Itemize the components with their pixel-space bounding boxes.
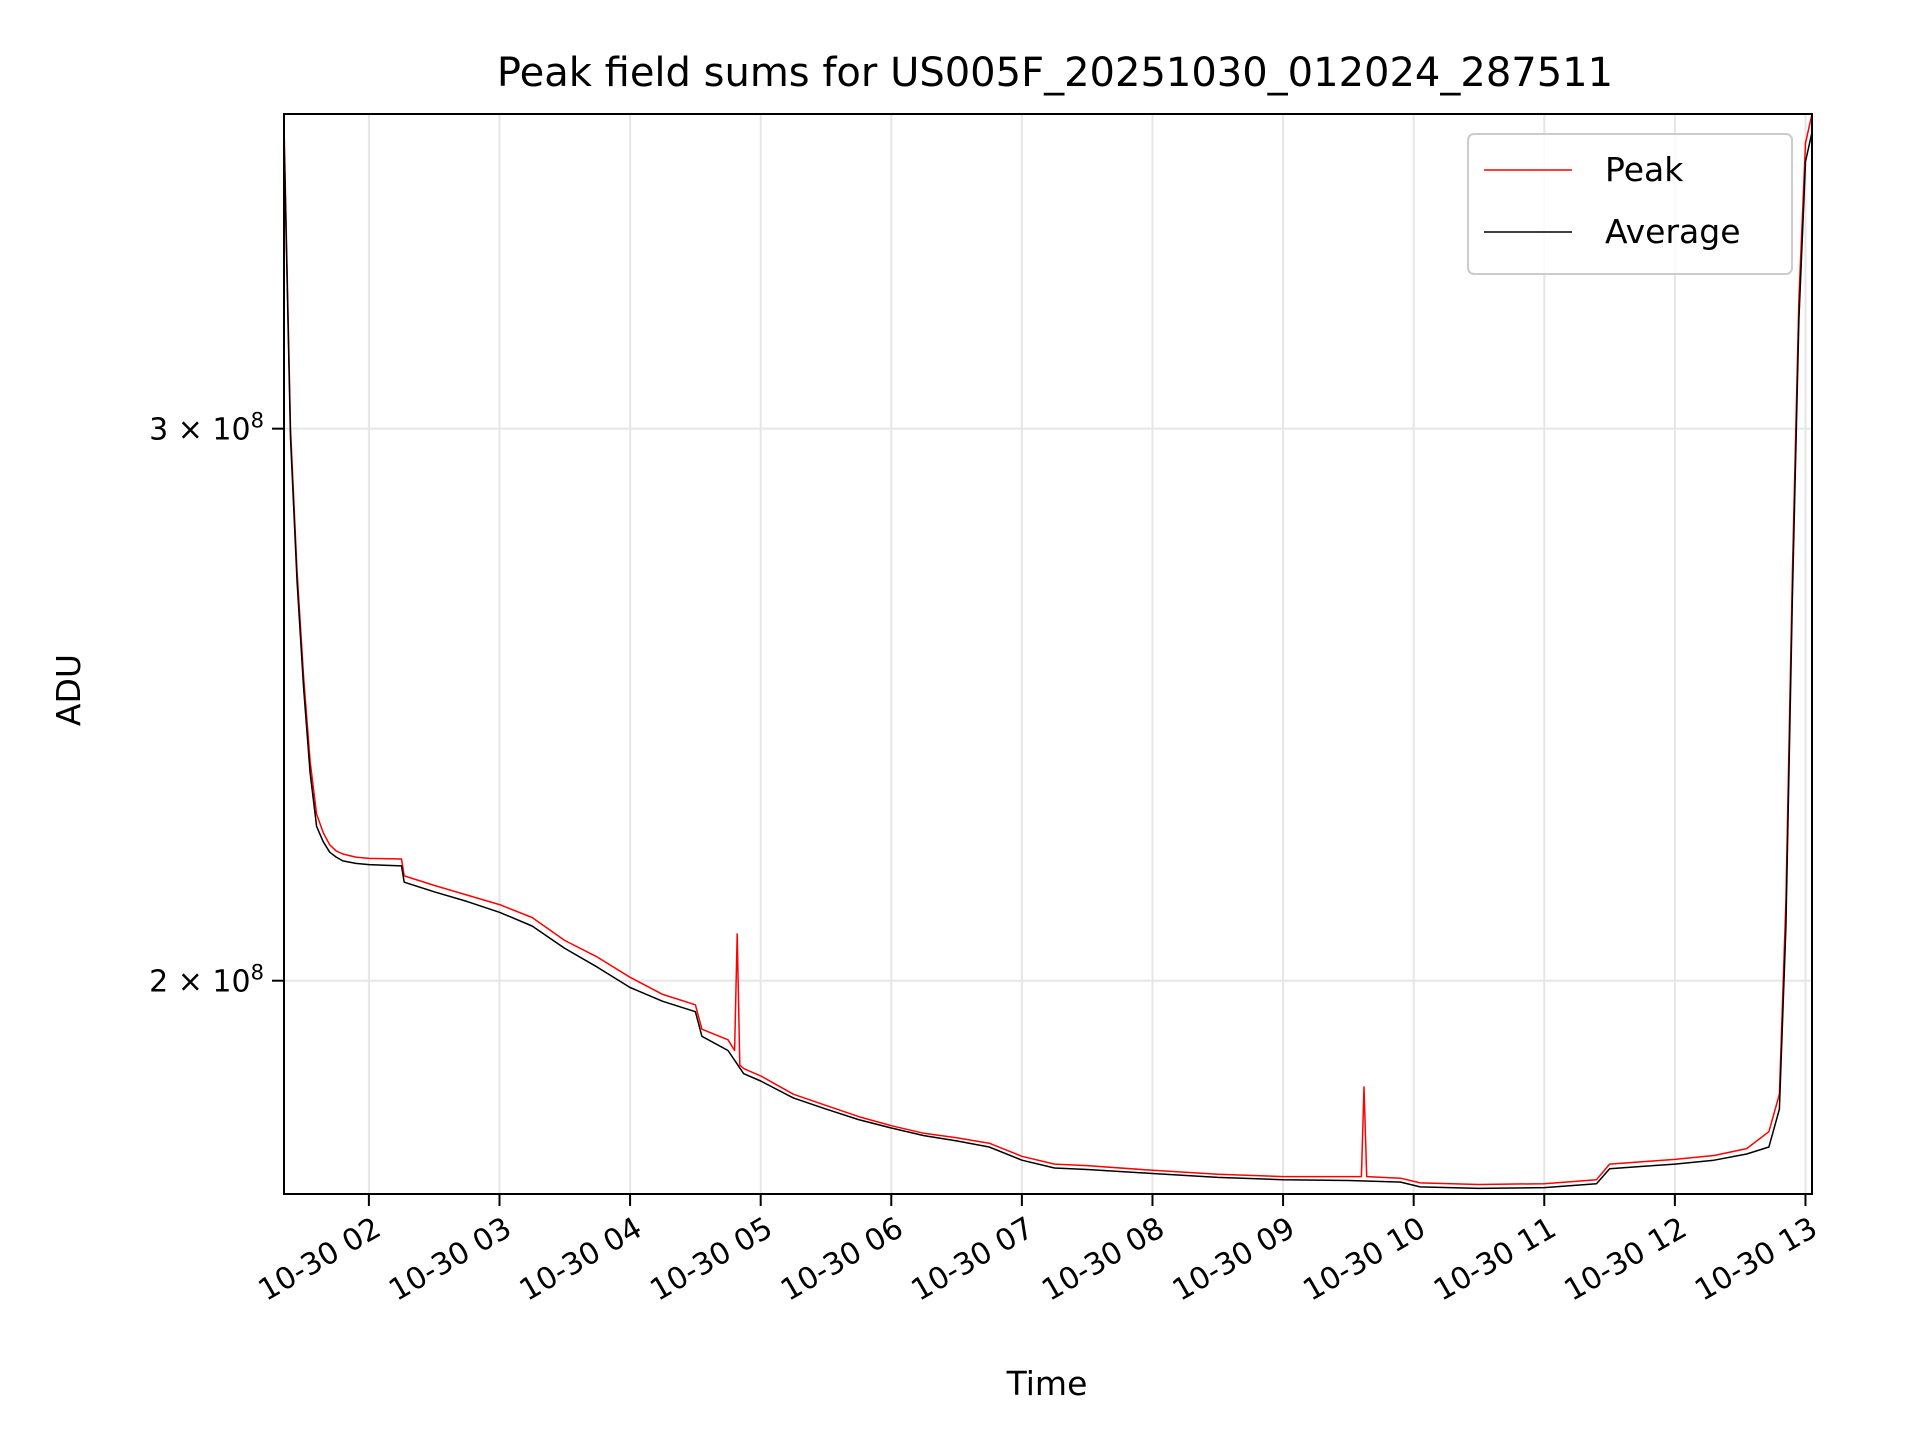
y-tick-label-exponent: 8 [251, 961, 264, 985]
y-tick-label: 3 × 108 [149, 409, 264, 448]
y-tick-label-exponent: 8 [251, 409, 264, 433]
y-tick-label: 2 × 108 [149, 961, 264, 1000]
legend-average-label: Average [1605, 212, 1741, 251]
plot-frame [283, 113, 1813, 1195]
y-tick-label-base: 2 × 10 [149, 965, 250, 1000]
series-line-average [284, 131, 1812, 1190]
grid-layer [284, 114, 1812, 1194]
chart-title: Peak field sums for US005F_20251030_0120… [497, 50, 1613, 96]
series-line-peak [284, 114, 1812, 1186]
x-axis-label: Time [1006, 1364, 1088, 1403]
series-layer [284, 114, 1812, 1190]
legend-peak-label: Peak [1605, 150, 1684, 189]
legend: Peak Average [1467, 133, 1793, 275]
y-axis-label: ADU [49, 654, 88, 726]
legend-box [1467, 133, 1793, 275]
y-tick-label-base: 3 × 10 [149, 413, 250, 448]
